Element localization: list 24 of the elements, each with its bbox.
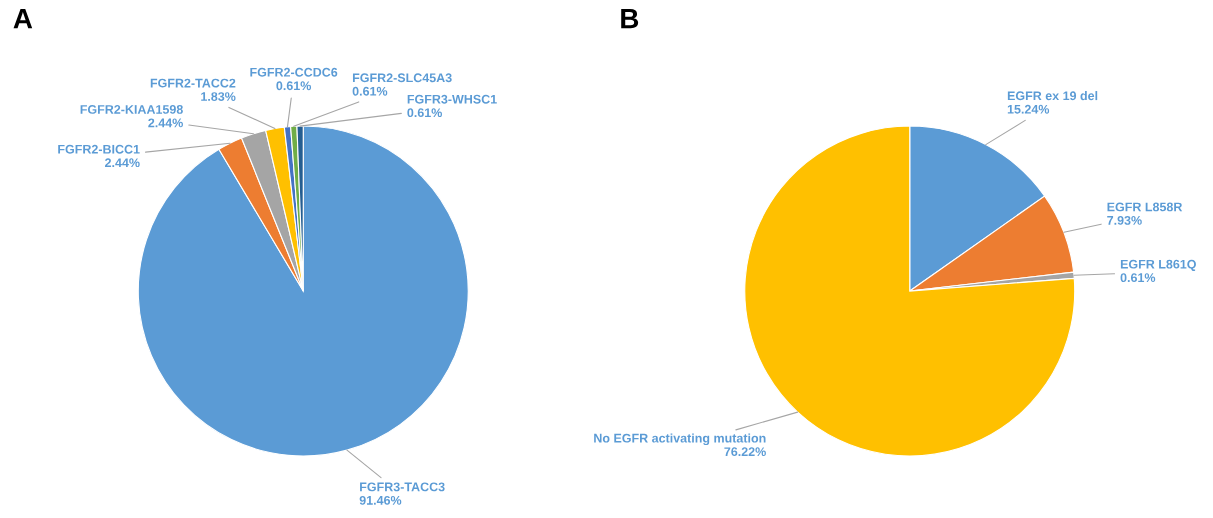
slice-label: EGFR L858R [1107,202,1183,212]
slice-label: FGFR3-TACC3 [360,482,445,492]
chart-title: B [621,9,639,29]
slice-label: EGFR L861Q [1120,259,1196,271]
chart-title: A [13,9,33,29]
data-label: 2.44% [148,118,183,128]
data-label: 0.61% [352,86,388,96]
slice-label: FGFR2-KIAA1598 [80,105,183,114]
data-label: 7.93% [1107,215,1142,225]
data-label: 15.24% [1007,104,1050,114]
slice-label: FGFR3-WHSC1 [407,94,497,104]
data-label: 76.22% [724,447,766,457]
data-label: 91.46% [359,495,402,505]
data-label: 0.61% [276,81,312,91]
data-label: 0.61% [407,108,442,118]
slice-label: FGFR2-TACC2 [150,78,236,88]
slice-label: FGFR2-SLC45A3 [352,73,452,83]
slice-label: FGFR2-BICC1 [58,144,140,154]
slice-label: EGFR ex 19 del [1007,91,1098,101]
data-label: 0.61% [1120,273,1156,283]
data-label: 1.83% [201,92,236,101]
slice-label: FGFR2-CCDC6 [250,67,338,77]
data-label: 2.44% [105,158,140,168]
slice-label: No EGFR activating mutation [594,433,766,446]
